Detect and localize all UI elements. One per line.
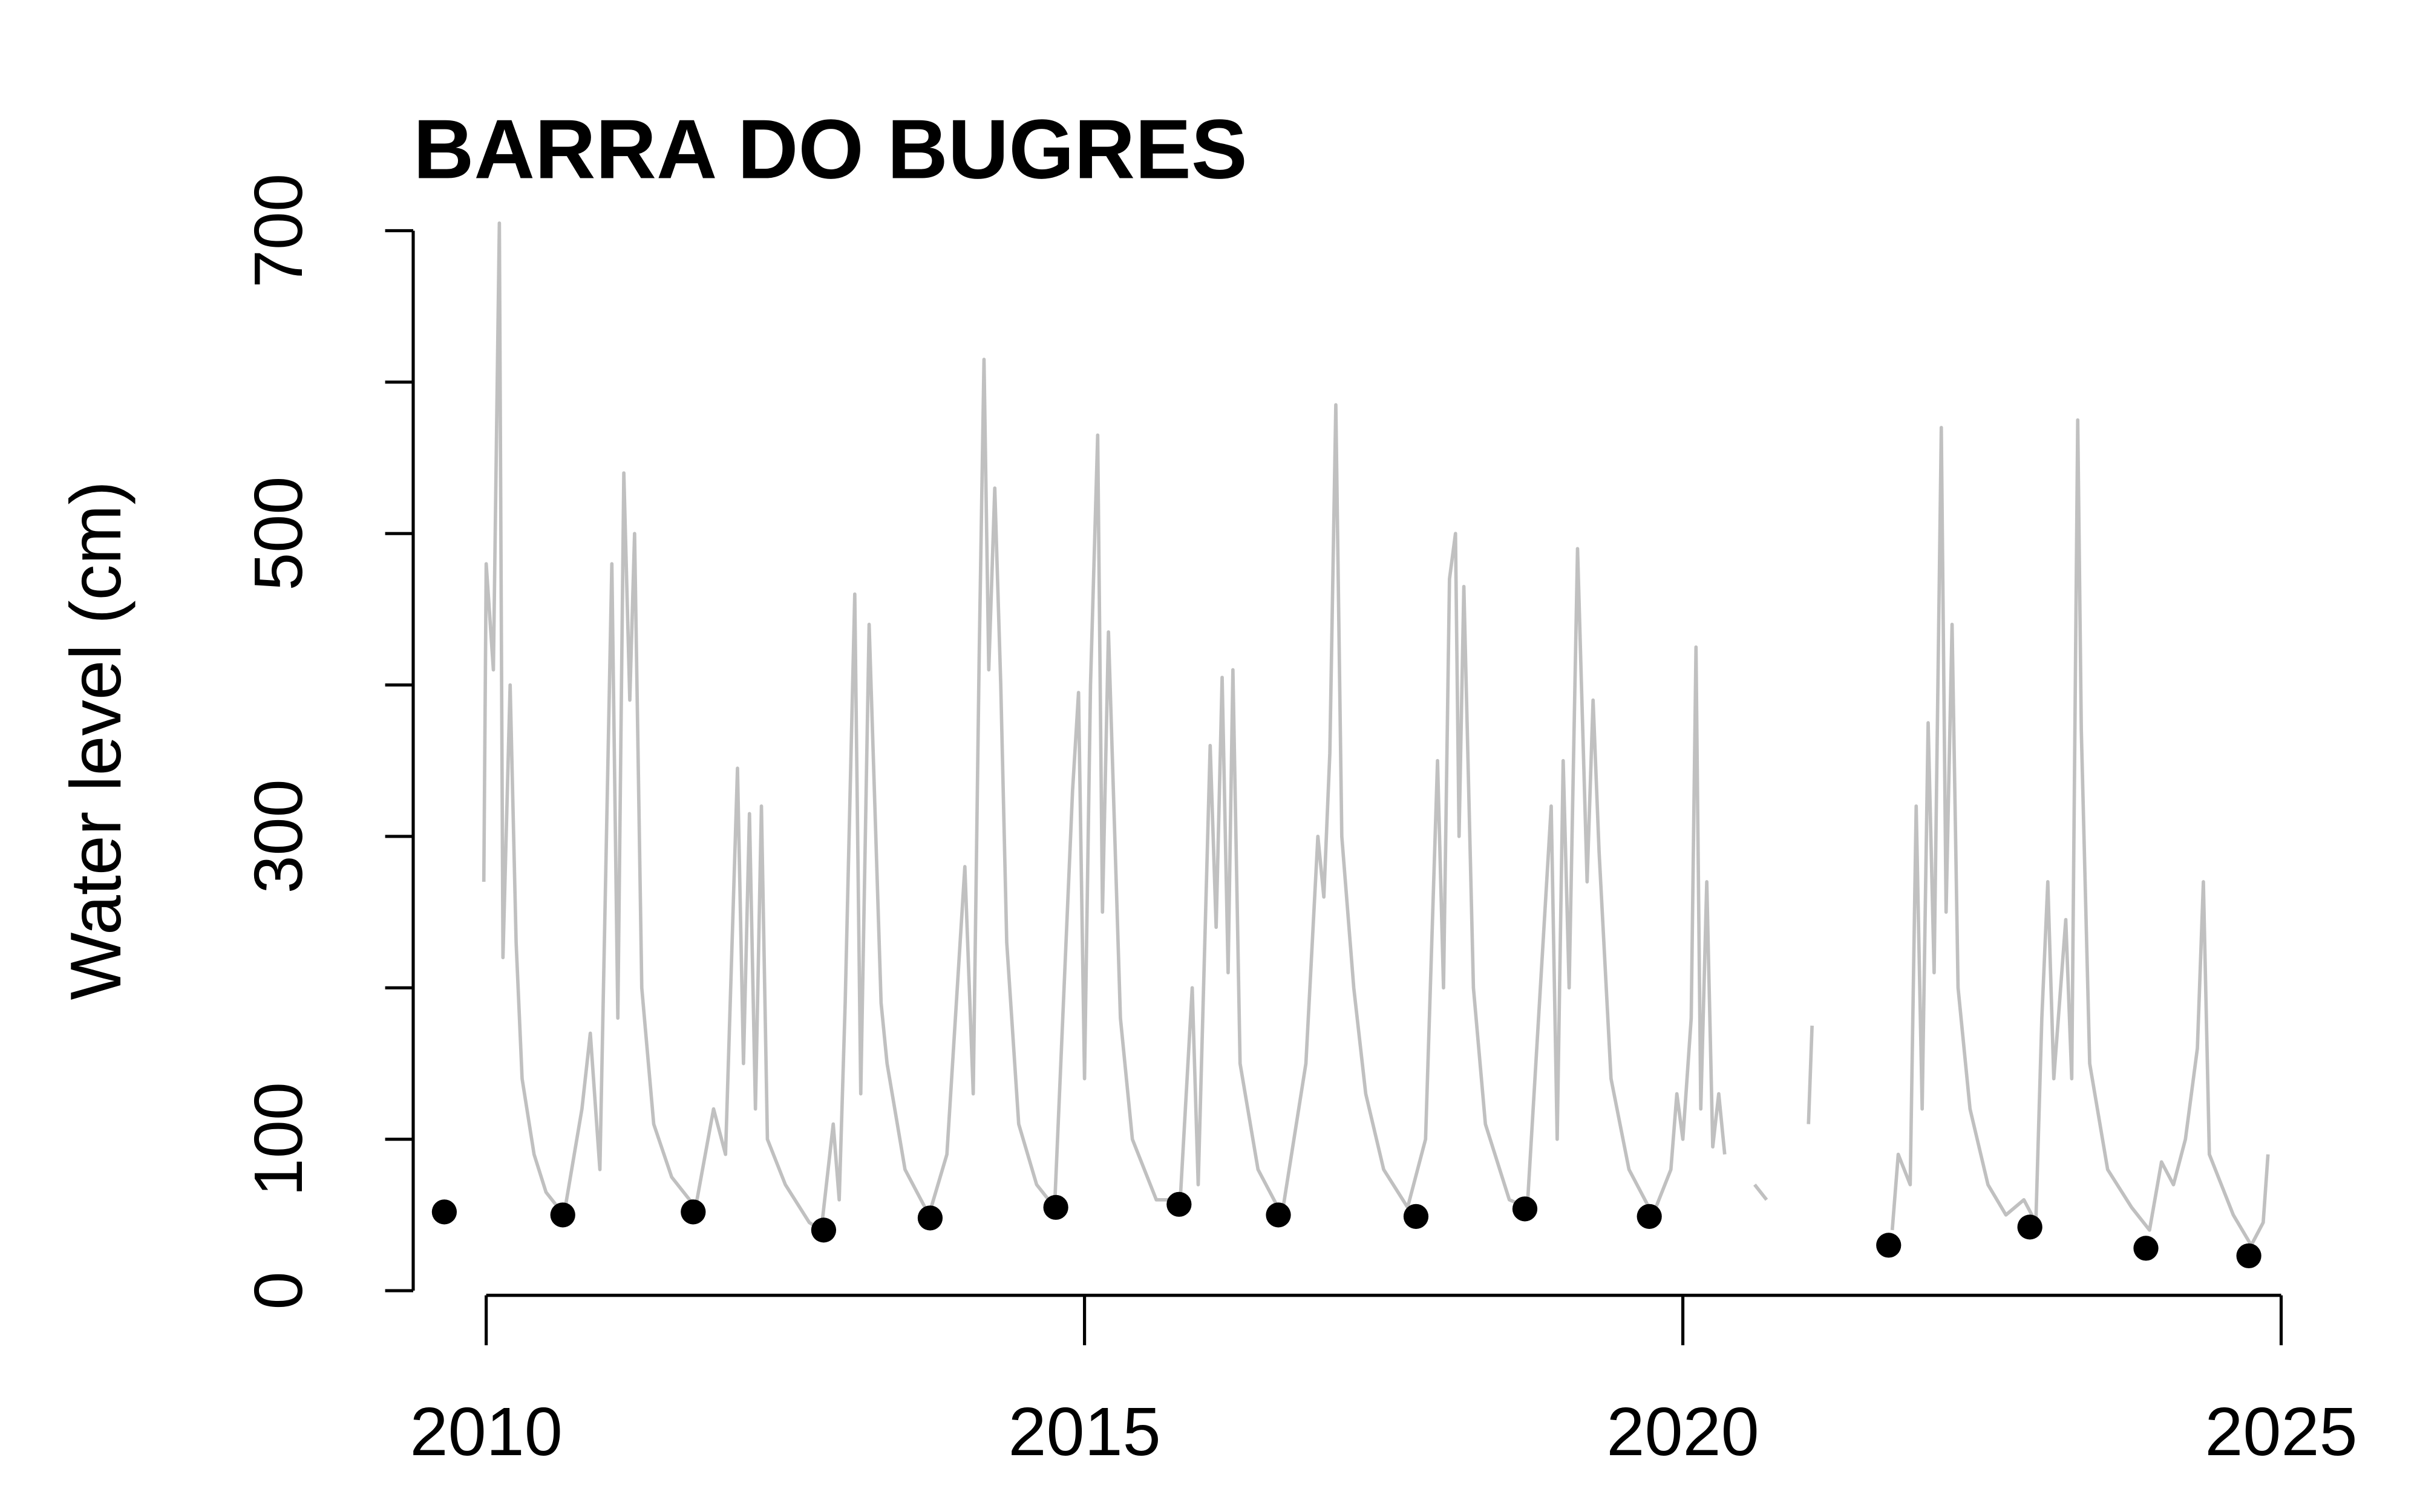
y-axis-label: Water level (cm): [56, 481, 136, 1000]
y-tick-label: 300: [240, 779, 317, 893]
x-tick-label: 2010: [410, 1393, 563, 1470]
y-tick-label: 700: [240, 174, 317, 288]
y-tick-label: 500: [240, 477, 317, 591]
data-point: [550, 1202, 575, 1228]
data-point: [1403, 1204, 1429, 1229]
data-point: [1043, 1194, 1068, 1220]
data-point: [1166, 1191, 1192, 1217]
water-level-line: [482, 221, 2270, 1247]
data-point: [1876, 1233, 1902, 1258]
data-point: [1266, 1202, 1291, 1228]
data-point: [2133, 1236, 2159, 1261]
data-point: [431, 1199, 457, 1225]
y-tick-label: 100: [240, 1082, 317, 1196]
data-point: [811, 1217, 837, 1243]
data-point: [681, 1199, 706, 1225]
data-point: [2236, 1243, 2261, 1269]
x-tick-label: 2015: [1008, 1393, 1160, 1470]
y-tick-label: 0: [240, 1271, 317, 1309]
x-tick-label: 2020: [1606, 1393, 1759, 1470]
data-point: [2017, 1214, 2042, 1240]
data-point: [1512, 1196, 1538, 1222]
x-tick-label: 2025: [2205, 1393, 2357, 1470]
data-point: [1637, 1204, 1662, 1229]
chart-title: BARRA DO BUGRES: [413, 102, 1248, 196]
data-point: [917, 1205, 943, 1231]
